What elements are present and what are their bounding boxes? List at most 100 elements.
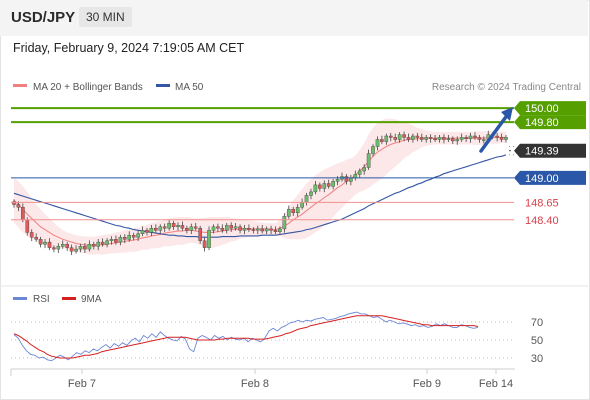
x-axis-tick-label: Feb 7 xyxy=(68,378,96,390)
candle-body xyxy=(140,230,145,235)
candle-body xyxy=(43,241,47,245)
x-axis: Feb 7 Feb 8 Feb 9 Feb 14 xyxy=(68,369,513,390)
candle-body xyxy=(118,236,123,243)
candle-body xyxy=(83,246,87,250)
candle-body xyxy=(47,241,52,248)
candle-body xyxy=(362,167,367,172)
level-label: 149.80 xyxy=(525,117,559,129)
candle-body xyxy=(207,230,211,248)
x-axis-tick-label: Feb 9 xyxy=(413,378,441,390)
ma9-legend-label: 9MA xyxy=(81,294,102,305)
candle-body xyxy=(242,227,247,231)
x-axis-tick-label: Feb 14 xyxy=(479,378,513,390)
candle-body xyxy=(473,135,477,138)
candle-body xyxy=(420,137,424,140)
forecast-arrow-shaft xyxy=(479,112,510,153)
candle-body xyxy=(114,239,118,243)
candle-body xyxy=(273,230,278,232)
candle-body xyxy=(238,226,242,231)
candle-body xyxy=(495,135,499,138)
candle-body xyxy=(216,226,220,229)
candle-body xyxy=(424,137,429,140)
candle-body xyxy=(415,135,420,138)
candle-body xyxy=(468,135,473,139)
ma50-legend-swatch xyxy=(156,84,170,87)
candle-body xyxy=(74,248,78,252)
candle-body xyxy=(127,234,131,240)
candle-body xyxy=(52,247,56,250)
rsi-legend-label: RSI xyxy=(33,294,50,305)
timeframe-badge[interactable]: 30 MIN xyxy=(79,7,132,27)
candle-body xyxy=(318,184,322,189)
currency-pair-title: USD/JPY xyxy=(11,9,76,26)
rsi-legend: RSI 9MA xyxy=(13,294,102,305)
candle-body xyxy=(504,137,508,140)
candle-body xyxy=(326,183,331,187)
candle-body xyxy=(247,227,251,230)
candle-body xyxy=(180,225,185,229)
candle-body xyxy=(21,206,25,220)
candle-body xyxy=(193,226,198,229)
candle-body xyxy=(29,232,34,238)
ma20-line xyxy=(13,136,506,247)
candle-body xyxy=(145,230,149,233)
candle-body xyxy=(446,138,451,141)
candle-body xyxy=(371,146,375,154)
candle-body xyxy=(56,246,61,250)
level-label: 150.00 xyxy=(525,103,559,115)
candle-body xyxy=(233,226,238,229)
level-label: 148.65 xyxy=(525,197,559,209)
level-lines: 150.00 149.80 149.39 149.00 148.65 148.40 xyxy=(11,101,586,227)
forecast-arrow-head xyxy=(501,107,513,121)
candle-body xyxy=(433,138,437,141)
rsi-line xyxy=(13,311,479,362)
ma50-line xyxy=(13,154,507,238)
candle-body xyxy=(224,225,229,231)
candle-body xyxy=(344,176,349,182)
timestamp: Friday, February 9, 2024 7:19:05 AM CET xyxy=(13,41,245,55)
candle-body xyxy=(220,227,225,231)
ma9-legend-swatch xyxy=(62,297,76,300)
candle-body xyxy=(313,184,318,193)
candle-body xyxy=(202,240,207,248)
level-label: 149.39 xyxy=(525,146,559,158)
candle-body xyxy=(78,246,83,250)
candle-body xyxy=(428,137,433,139)
candle-body xyxy=(380,139,384,142)
bb-legend-swatch xyxy=(13,84,27,87)
candle-body xyxy=(256,228,260,231)
price-legend: MA 20 + Bollinger Bands MA 50 xyxy=(13,82,204,93)
candle-body xyxy=(211,226,216,231)
candle-body xyxy=(149,227,154,233)
candle-body xyxy=(162,226,167,229)
candle-body xyxy=(309,191,313,196)
candle-body xyxy=(278,228,282,232)
candle-body xyxy=(65,243,69,248)
candle-body xyxy=(16,204,21,208)
candle-body xyxy=(442,137,446,140)
candle-body xyxy=(304,195,309,203)
candle-body xyxy=(402,134,406,138)
candle-body xyxy=(406,137,411,140)
candle-body xyxy=(12,201,16,205)
candle-body xyxy=(122,236,127,240)
candle-body xyxy=(229,225,234,229)
candle-body xyxy=(264,228,269,232)
candle-body xyxy=(389,135,393,138)
candle-body xyxy=(38,239,43,245)
candle-body xyxy=(384,135,389,142)
x-axis-tick-label: Feb 8 xyxy=(241,378,269,390)
candle-body xyxy=(477,137,482,140)
candle-body xyxy=(171,223,176,228)
bb-legend-label: MA 20 + Bollinger Bands xyxy=(33,82,143,93)
candle-body xyxy=(185,227,189,231)
candle-body xyxy=(397,134,402,140)
price-plot xyxy=(12,118,508,256)
rsi-legend-swatch xyxy=(13,297,27,300)
candle-body xyxy=(61,243,65,247)
candle-body xyxy=(349,177,353,182)
level-label: 149.00 xyxy=(525,173,559,185)
candle-body xyxy=(96,241,100,247)
candle-body xyxy=(91,243,96,247)
ma50-legend-label: MA 50 xyxy=(175,82,204,93)
